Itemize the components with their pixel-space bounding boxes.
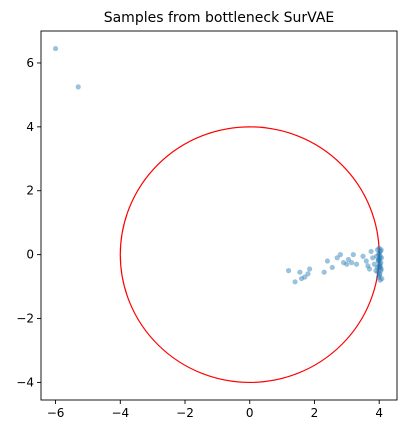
data-point [377, 261, 383, 267]
reference-circle [119, 126, 380, 384]
y-tick-label: −4 [16, 375, 34, 389]
data-point [371, 261, 377, 267]
data-point [378, 268, 384, 274]
data-point [376, 263, 382, 269]
data-point [344, 261, 350, 267]
data-point [374, 247, 381, 253]
data-point [376, 252, 382, 258]
data-point [378, 260, 384, 266]
data-point [377, 248, 384, 255]
data-point [366, 266, 373, 272]
data-point [353, 261, 360, 267]
data-point [292, 279, 298, 285]
data-point [350, 252, 356, 258]
data-point [334, 255, 340, 261]
x-tick-label: −4 [111, 406, 129, 420]
data-point [376, 272, 383, 279]
data-point [307, 266, 313, 272]
axes-frame [40, 30, 398, 401]
data-point [345, 256, 352, 263]
y-tick-label: −2 [16, 312, 34, 326]
y-tick-label: 6 [26, 56, 34, 70]
x-tick-label: −6 [47, 406, 65, 420]
x-tick-label: 4 [375, 406, 383, 420]
data-point [365, 263, 371, 269]
data-point [298, 275, 305, 282]
data-point [376, 250, 382, 256]
data-point [324, 258, 331, 264]
x-tick-label: 2 [311, 406, 319, 420]
data-point [377, 277, 383, 283]
data-point [360, 253, 366, 259]
data-point [375, 258, 381, 264]
data-point [378, 247, 384, 253]
data-point [341, 260, 347, 266]
data-point [329, 264, 335, 271]
data-point [377, 264, 384, 270]
y-tick-label: 2 [26, 184, 34, 198]
data-point [377, 253, 383, 259]
data-point [373, 268, 379, 274]
data-point [375, 274, 382, 280]
y-tick-label: 4 [26, 120, 34, 134]
data-point [377, 271, 383, 277]
data-point [376, 264, 382, 271]
data-point [297, 269, 303, 275]
data-point [374, 264, 380, 271]
x-tick-label: −2 [176, 406, 194, 420]
data-point [370, 255, 376, 261]
data-point [349, 260, 355, 266]
plot-area [119, 126, 380, 384]
data-point [305, 271, 311, 277]
data-point [75, 84, 81, 90]
data-point [375, 256, 382, 263]
data-point [368, 248, 374, 255]
data-point [374, 253, 380, 259]
data-point [376, 255, 383, 262]
data-point [363, 258, 369, 264]
data-point [379, 275, 385, 282]
x-tick-label: 0 [246, 406, 254, 420]
data-points [52, 45, 385, 285]
data-point [376, 258, 382, 264]
data-point [378, 255, 385, 261]
data-point [375, 269, 381, 275]
data-point [337, 252, 343, 258]
data-point [321, 269, 327, 275]
data-point [378, 266, 384, 272]
chart-title: Samples from bottleneck SurVAE [104, 10, 335, 26]
axes: −6 −4 −2 0 2 4 −4 −2 0 2 4 6 [16, 30, 398, 420]
data-point [285, 268, 292, 274]
data-point [52, 45, 59, 52]
y-tick-label: 0 [26, 248, 34, 262]
data-point [302, 274, 308, 280]
data-point [376, 245, 382, 251]
